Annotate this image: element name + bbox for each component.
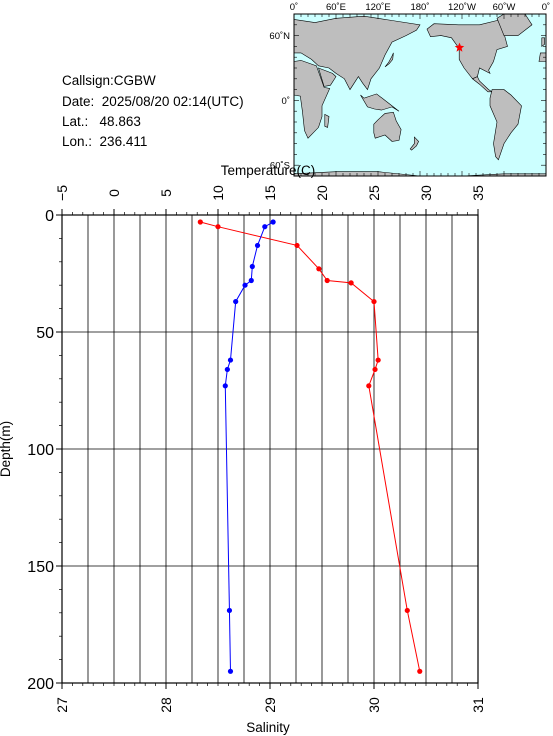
salinity-point	[233, 298, 239, 305]
lat-label: Lat.:	[62, 114, 89, 129]
salinity-tick-label: 30	[366, 697, 382, 713]
temperature-tick-label: 15	[262, 185, 278, 201]
temperature-point	[371, 298, 377, 305]
salinity-tick-label: 29	[262, 697, 278, 713]
land-south-america	[489, 89, 522, 161]
salinity-point	[224, 366, 230, 373]
salinity-point	[249, 263, 255, 270]
temperature-axis-label: Temperature(C)	[221, 163, 316, 178]
depth-axis-label: Depth(m)	[0, 421, 13, 477]
depth-tick-label: 150	[27, 559, 54, 576]
depth-tick-label: 50	[36, 325, 54, 342]
salinity-point	[254, 242, 261, 249]
temperature-tick-label: 10	[210, 185, 226, 201]
land-se-asia-islands	[360, 93, 400, 112]
temperature-point	[324, 277, 330, 284]
temperature-point	[375, 357, 381, 363]
station-star	[454, 42, 465, 52]
temperature-point	[197, 219, 203, 225]
land-madagascar	[324, 113, 330, 128]
map-lon-label: 0˚	[542, 2, 550, 13]
land-north-america	[426, 13, 516, 80]
map-lon-label: 120˚E	[365, 2, 390, 13]
salinity-point	[242, 282, 248, 288]
lon-value: 236.411	[99, 134, 148, 149]
salinity-point	[262, 224, 268, 230]
date-label: Date:	[62, 94, 95, 109]
map-lon-label: 120˚W	[448, 2, 476, 13]
map-ticks	[293, 13, 547, 177]
salinity-point	[227, 357, 234, 363]
map-landmasses	[293, 13, 547, 177]
callsign-label: Callsign:	[62, 73, 114, 88]
temperature-point	[372, 366, 378, 373]
salinity-tick-label: 28	[158, 697, 174, 713]
temperature-point	[316, 266, 322, 272]
map-lon-label: 180˚	[410, 2, 429, 13]
land-new-zealand	[409, 136, 419, 151]
station-marker	[454, 42, 465, 52]
callsign-line: Callsign:CGBW	[62, 73, 156, 88]
temperature-point	[366, 383, 372, 389]
land-central-america	[471, 76, 494, 93]
salinity-axis-label: Salinity	[246, 720, 290, 735]
chart-series	[197, 219, 423, 674]
depth-tick-label: 0	[45, 208, 54, 225]
temperature-point	[348, 280, 354, 286]
temperature-point	[417, 668, 423, 674]
map-lon-label: 0˚	[290, 2, 298, 13]
chart-grid	[62, 215, 478, 683]
salinity-point	[222, 383, 228, 389]
date-value: 2025/08/20 02:14(UTC)	[101, 94, 244, 109]
depth-tick-label: 100	[27, 442, 54, 459]
map-lat-label: 0˚	[282, 96, 290, 107]
lon-line: Lon.: 236.411	[62, 134, 147, 149]
world-map: 0˚ 60˚E 120˚E 180˚ 120˚W 60˚W 0˚ 60˚N 0˚ 60˚S	[269, 2, 550, 177]
salinity-profile-line	[224, 221, 274, 672]
temperature-point	[294, 242, 300, 249]
temperature-tick-label: −5	[54, 185, 70, 201]
salinity-point	[270, 219, 276, 225]
salinity-point	[248, 277, 254, 284]
map-lat-label: 60˚S	[270, 161, 290, 172]
land-australia	[373, 111, 402, 142]
salinity-point	[227, 668, 234, 674]
temperature-profile-line	[200, 221, 421, 672]
lat-value: 48.863	[99, 114, 141, 129]
callsign-value: CGBW	[113, 73, 156, 88]
lat-line: Lat.: 48.863	[62, 114, 141, 129]
map-lon-label: 60˚W	[493, 2, 516, 13]
temperature-tick-label: 35	[470, 185, 486, 201]
land-eurasia	[293, 15, 421, 91]
salinity-tick-label: 27	[54, 697, 70, 713]
depth-tick-label: 200	[27, 676, 54, 693]
date-line: Date: 2025/08/20 02:14(UTC)	[62, 94, 244, 109]
map-lon-label: 60˚E	[326, 2, 346, 13]
map-lat-label: 60˚N	[269, 31, 290, 42]
land-uk	[541, 37, 545, 48]
temperature-point	[215, 224, 221, 230]
salinity-tick-label: 31	[470, 697, 486, 713]
temperature-tick-label: 20	[314, 185, 330, 201]
land-africa	[293, 60, 331, 139]
temperature-tick-label: 30	[418, 185, 434, 201]
salinity-point	[226, 607, 233, 614]
temperature-tick-label: 25	[366, 185, 382, 201]
lon-label: Lon.:	[62, 134, 93, 149]
temperature-point	[404, 607, 410, 614]
land-arabia-india	[318, 67, 337, 87]
map-tick-labels: 0˚ 60˚E 120˚E 180˚ 120˚W 60˚W 0˚ 60˚N 0˚ 60˚S	[269, 2, 550, 172]
temperature-tick-label: 5	[158, 189, 174, 197]
temperature-tick-label: 0	[106, 189, 122, 197]
land-japan	[384, 52, 394, 68]
